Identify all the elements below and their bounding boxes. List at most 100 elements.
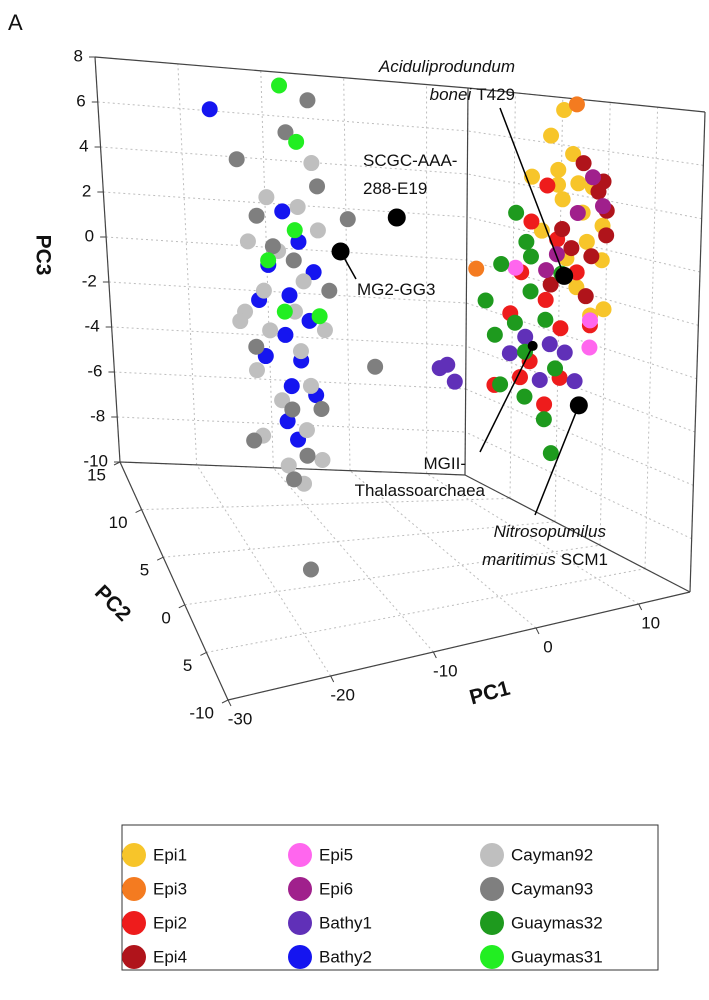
- data-point: [541, 336, 558, 353]
- frame: [94, 56, 706, 701]
- legend-label: Bathy1: [319, 913, 372, 932]
- y-tick: [178, 604, 186, 609]
- data-point: [446, 373, 463, 390]
- data-point: [550, 161, 567, 178]
- data-point: [556, 344, 573, 361]
- legend-label: Cayman92: [511, 845, 593, 864]
- legend-marker: [288, 843, 312, 867]
- data-point: [232, 313, 249, 330]
- legend-marker: [122, 911, 146, 935]
- data-point: [276, 303, 293, 320]
- legend-marker: [122, 877, 146, 901]
- data-point: [535, 411, 552, 428]
- data-point: [299, 447, 316, 464]
- data-point: [289, 198, 306, 215]
- annotation-segment: Nitrosopumilus: [494, 522, 607, 541]
- annotation-segment: maritimus: [482, 550, 556, 569]
- legend-marker: [480, 843, 504, 867]
- data-point: [295, 273, 312, 290]
- grid-line: [272, 467, 434, 653]
- grid-line: [206, 568, 646, 653]
- data-point: [595, 301, 612, 318]
- data-point: [577, 288, 594, 305]
- y-tick: [221, 699, 229, 704]
- data-point: [271, 77, 288, 94]
- annotation-text: SCGC-AAA-: [363, 151, 457, 170]
- x-tick: [432, 651, 437, 659]
- annotation-text: Thalassoarchaea: [355, 481, 486, 500]
- data-point: [563, 240, 580, 257]
- annotation-text: MG2-GG3: [357, 280, 435, 299]
- data-point: [598, 227, 615, 244]
- grid-line: [465, 345, 696, 433]
- data-point: [501, 345, 518, 362]
- data-point: [274, 392, 291, 409]
- x-tick-label: -20: [330, 685, 355, 704]
- data-point: [538, 262, 555, 279]
- data-point: [274, 203, 291, 220]
- data-point: [552, 320, 569, 337]
- ticks: -30 -20 -10 0 10 15 10 5 0 5 -10 8 6 4 2 0 -2 -4 -6 -8 -10: [74, 46, 661, 728]
- panel-label: A: [8, 10, 23, 35]
- grid-line: [509, 92, 516, 499]
- data-point: [302, 561, 319, 578]
- z-tick-label: -8: [90, 406, 105, 425]
- legend-marker: [288, 945, 312, 969]
- data-point: [286, 471, 303, 488]
- annotation-leader: [534, 405, 580, 516]
- data-point: [201, 101, 218, 118]
- z-tick-label: -10: [83, 451, 108, 470]
- x-tick-label: -10: [433, 661, 458, 680]
- grid-line: [100, 146, 468, 175]
- grid-line: [97, 101, 468, 132]
- annotation-segment: SCM1: [561, 550, 608, 569]
- frame-edge: [227, 591, 691, 701]
- data-point: [285, 252, 302, 269]
- data-point: [280, 457, 297, 474]
- frame-edge: [467, 87, 706, 113]
- data-point: [314, 452, 331, 469]
- annotation-leader: [499, 107, 565, 277]
- data-point: [367, 358, 384, 375]
- y-tick-label: -10: [189, 703, 214, 722]
- data-point: [493, 256, 510, 273]
- grid-line: [599, 102, 611, 546]
- grid-line: [177, 63, 198, 465]
- x-tick-label: -30: [228, 709, 253, 728]
- annotation-segment: bonei: [430, 85, 473, 104]
- data-point: [477, 292, 494, 309]
- grid-line: [465, 431, 692, 540]
- data-point: [542, 276, 559, 293]
- legend-label: Cayman93: [511, 879, 593, 898]
- y-tick-label: 10: [109, 513, 128, 532]
- legend-label: Epi2: [153, 913, 187, 932]
- points: [201, 77, 615, 578]
- frame-edge: [94, 56, 469, 89]
- x-tick-label: 10: [641, 613, 660, 632]
- data-point: [277, 124, 294, 141]
- y-axis-title: PC2: [90, 581, 135, 626]
- data-point: [506, 314, 523, 331]
- frame-edge: [464, 474, 691, 593]
- data-point: [566, 373, 583, 390]
- grid-line: [111, 326, 467, 347]
- grid-line: [343, 77, 351, 471]
- annotation-point: [331, 242, 350, 261]
- data-point: [248, 207, 265, 224]
- y-tick-label: 15: [87, 465, 106, 484]
- data-point: [228, 151, 245, 168]
- y-tick-label: 5: [183, 656, 192, 675]
- legend-label: Epi5: [319, 845, 353, 864]
- legend-marker: [480, 945, 504, 969]
- annotation-segment: MGII-: [424, 454, 467, 473]
- z-tick-label: -4: [85, 316, 100, 335]
- annotation-text: Aciduliprodundum: [378, 57, 515, 76]
- data-point: [288, 133, 305, 150]
- data-point: [281, 287, 298, 304]
- data-point: [584, 169, 601, 186]
- legend-label: Epi1: [153, 845, 187, 864]
- grid-line: [141, 497, 511, 511]
- data-point: [239, 233, 256, 250]
- data-point: [518, 233, 535, 250]
- data-point: [321, 282, 338, 299]
